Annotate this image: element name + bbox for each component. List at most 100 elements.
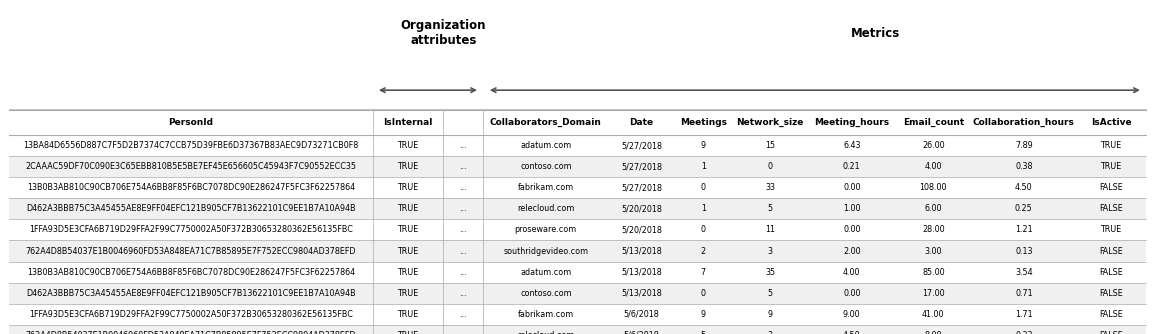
Text: 0: 0 — [700, 225, 706, 234]
Text: ...: ... — [460, 310, 467, 319]
Text: 0.13: 0.13 — [1015, 246, 1032, 256]
Text: contoso.com: contoso.com — [520, 289, 571, 298]
Text: 7.89: 7.89 — [1015, 141, 1032, 150]
Text: fabrikam.com: fabrikam.com — [517, 183, 574, 192]
Text: 6.00: 6.00 — [925, 204, 942, 213]
Text: TRUE: TRUE — [397, 268, 418, 277]
Text: PersonId: PersonId — [168, 118, 213, 127]
Text: 5/27/2018: 5/27/2018 — [621, 183, 662, 192]
Text: Organization
attributes: Organization attributes — [401, 19, 486, 47]
Text: 13B0B3AB810C90CB706E754A6BB8F85F6BC7078DC90E286247F5FC3F62257864: 13B0B3AB810C90CB706E754A6BB8F85F6BC7078D… — [26, 183, 355, 192]
Bar — [9, 283, 1146, 304]
Bar — [9, 262, 1146, 283]
Bar — [9, 177, 1146, 198]
Text: FALSE: FALSE — [1099, 331, 1123, 334]
Text: 0.21: 0.21 — [843, 162, 861, 171]
Text: 85.00: 85.00 — [922, 268, 945, 277]
Text: 0.00: 0.00 — [843, 183, 861, 192]
Bar — [9, 240, 1146, 262]
Text: Email_count: Email_count — [903, 118, 964, 127]
Text: 1: 1 — [700, 162, 706, 171]
Text: TRUE: TRUE — [397, 331, 418, 334]
Text: D462A3BBB75C3A45455AE8E9FF04EFC121B905CF7B13622101C9EE1B7A10A94B: D462A3BBB75C3A45455AE8E9FF04EFC121B905CF… — [26, 204, 356, 213]
Text: FALSE: FALSE — [1099, 310, 1123, 319]
Text: ...: ... — [460, 183, 467, 192]
Text: 13BA84D6556D887C7F5D2B7374C7CCB75D39FBE6D37367B83AEC9D73271CB0F8: 13BA84D6556D887C7F5D2B7374C7CCB75D39FBE6… — [23, 141, 358, 150]
Text: 5: 5 — [767, 204, 773, 213]
Text: IsActive: IsActive — [1091, 118, 1131, 127]
Text: Collaboration_hours: Collaboration_hours — [973, 118, 1075, 127]
Text: 15: 15 — [765, 141, 775, 150]
Text: TRUE: TRUE — [1100, 141, 1122, 150]
Text: TRUE: TRUE — [397, 225, 418, 234]
Text: Meetings: Meetings — [680, 118, 727, 127]
Text: 4.50: 4.50 — [843, 331, 861, 334]
Text: 1.21: 1.21 — [1015, 225, 1032, 234]
Text: 0: 0 — [767, 162, 773, 171]
Text: FALSE: FALSE — [1099, 183, 1123, 192]
Text: 0: 0 — [700, 289, 706, 298]
Text: ...: ... — [460, 289, 467, 298]
Text: 2.00: 2.00 — [843, 246, 861, 256]
Text: Collaborators_Domain: Collaborators_Domain — [490, 118, 601, 127]
Bar — [9, 135, 1146, 156]
Text: TRUE: TRUE — [397, 141, 418, 150]
Text: 9: 9 — [767, 310, 773, 319]
Text: 3: 3 — [767, 331, 773, 334]
Text: adatum.com: adatum.com — [521, 141, 571, 150]
Text: ...: ... — [460, 141, 467, 150]
Text: 4.50: 4.50 — [1015, 183, 1032, 192]
Text: 26.00: 26.00 — [922, 141, 945, 150]
Text: Meeting_hours: Meeting_hours — [814, 118, 889, 127]
Text: 0.25: 0.25 — [1015, 204, 1032, 213]
Text: 762A4D8B54037E1B0046960FD53A848EA71C7B85895E7F752ECC9804AD378EFD: 762A4D8B54037E1B0046960FD53A848EA71C7B85… — [25, 246, 356, 256]
Text: 2: 2 — [700, 246, 706, 256]
Text: proseware.com: proseware.com — [515, 225, 577, 234]
Text: 5/27/2018: 5/27/2018 — [621, 162, 662, 171]
Text: 5/27/2018: 5/27/2018 — [621, 141, 662, 150]
Text: 9: 9 — [700, 310, 706, 319]
Text: 0.00: 0.00 — [843, 225, 861, 234]
Text: 35: 35 — [765, 268, 775, 277]
Text: TRUE: TRUE — [397, 183, 418, 192]
Text: 5/20/2018: 5/20/2018 — [621, 225, 662, 234]
Bar — [9, 325, 1146, 334]
Text: 4.00: 4.00 — [843, 268, 861, 277]
Text: 9: 9 — [700, 141, 706, 150]
Text: 5/13/2018: 5/13/2018 — [621, 289, 662, 298]
Text: relecloud.com: relecloud.com — [517, 331, 575, 334]
Text: 1FFA93D5E3CFA6B719D29FFA2F99C7750002A50F372B30653280362E56135FBC: 1FFA93D5E3CFA6B719D29FFA2F99C7750002A50F… — [29, 310, 353, 319]
Text: ...: ... — [460, 162, 467, 171]
Text: adatum.com: adatum.com — [521, 268, 571, 277]
Text: 3.54: 3.54 — [1015, 268, 1032, 277]
Text: 6.43: 6.43 — [843, 141, 861, 150]
Text: 0.38: 0.38 — [1015, 162, 1032, 171]
Bar — [9, 156, 1146, 177]
Text: ...: ... — [460, 331, 467, 334]
Text: fabrikam.com: fabrikam.com — [517, 310, 574, 319]
Text: 41.00: 41.00 — [922, 310, 945, 319]
Text: ...: ... — [460, 246, 467, 256]
Text: D462A3BBB75C3A45455AE8E9FF04EFC121B905CF7B13622101C9EE1B7A10A94B: D462A3BBB75C3A45455AE8E9FF04EFC121B905CF… — [26, 289, 356, 298]
Text: 0.00: 0.00 — [843, 289, 861, 298]
Bar — [9, 219, 1146, 240]
Text: southridgevideo.com: southridgevideo.com — [503, 246, 589, 256]
Text: ...: ... — [460, 225, 467, 234]
Text: 762A4D8B54037E1B0046960FD53A848EA71C7B85895E7F752ECC9804AD378EFD: 762A4D8B54037E1B0046960FD53A848EA71C7B85… — [25, 331, 356, 334]
Text: 11: 11 — [765, 225, 775, 234]
Text: 4.00: 4.00 — [925, 162, 942, 171]
Text: Date: Date — [629, 118, 653, 127]
Text: Network_size: Network_size — [736, 118, 804, 127]
Text: relecloud.com: relecloud.com — [517, 204, 575, 213]
Text: FALSE: FALSE — [1099, 268, 1123, 277]
Text: contoso.com: contoso.com — [520, 162, 571, 171]
Text: 13B0B3AB810C90CB706E754A6BB8F85F6BC7078DC90E286247F5FC3F62257864: 13B0B3AB810C90CB706E754A6BB8F85F6BC7078D… — [26, 268, 355, 277]
Text: TRUE: TRUE — [397, 289, 418, 298]
Text: 1.71: 1.71 — [1015, 310, 1032, 319]
Text: TRUE: TRUE — [397, 204, 418, 213]
Bar — [9, 110, 1146, 135]
Text: TRUE: TRUE — [397, 246, 418, 256]
Text: TRUE: TRUE — [1100, 225, 1122, 234]
Text: FALSE: FALSE — [1099, 289, 1123, 298]
Text: ...: ... — [460, 268, 467, 277]
